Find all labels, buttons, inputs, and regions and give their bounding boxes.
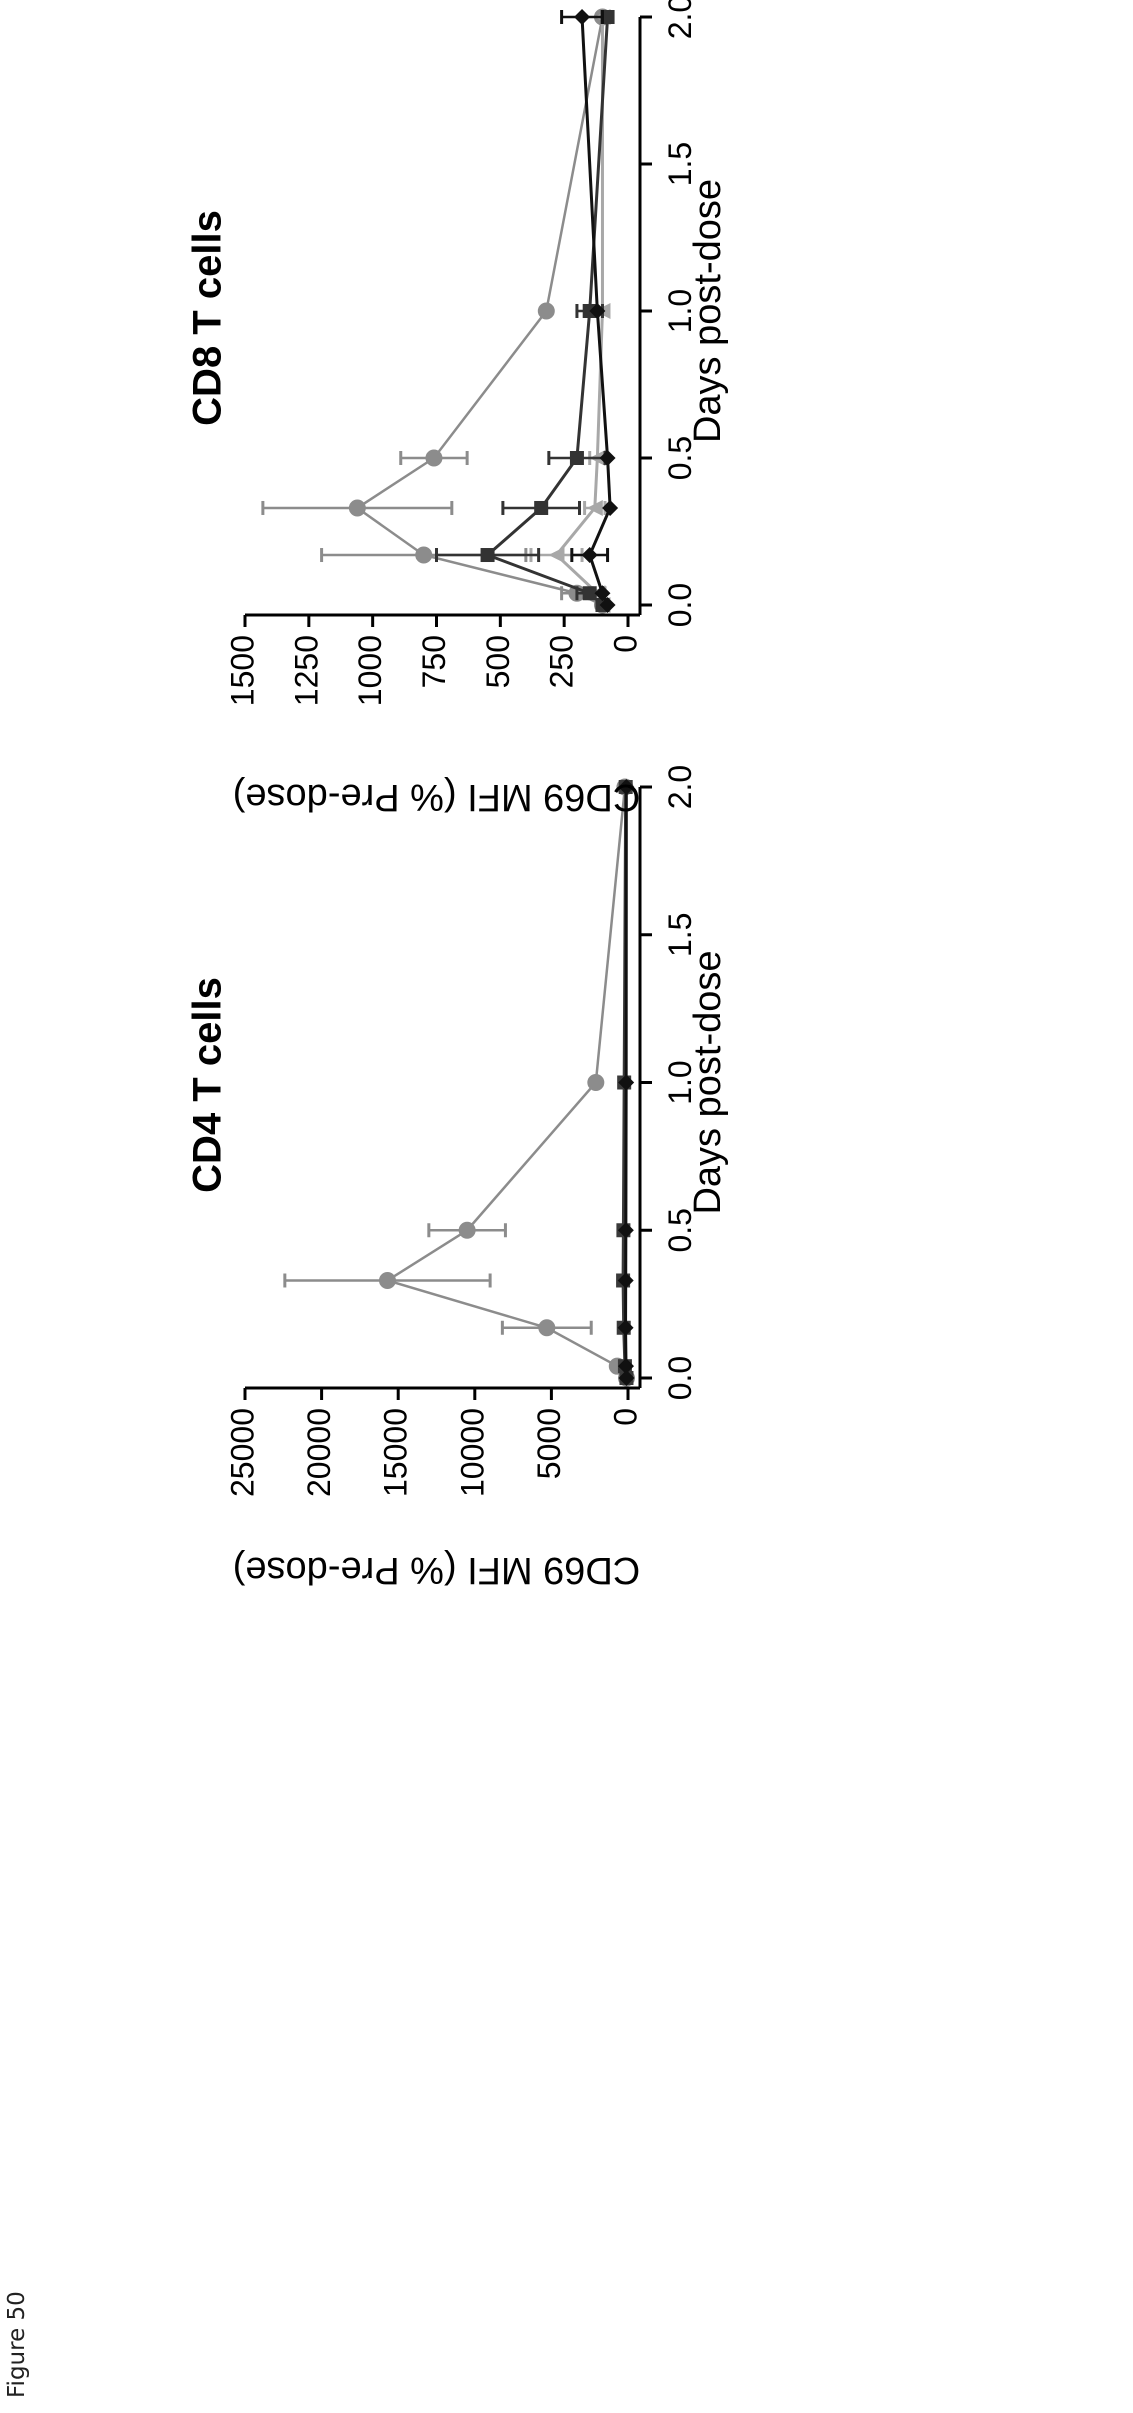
cd4-y-tick-label: 15000	[378, 1408, 414, 1497]
cd8-chart-panel: CD8 T cells Days post-dose CD69 MFI (% P…	[186, 0, 729, 818]
cd8-data-point	[549, 547, 565, 563]
cd4-y-axis-title: CD69 MFI (% Pre-dose)	[233, 1549, 641, 1591]
cd8-data-point	[534, 501, 548, 515]
cd8-y-axis-title: CD69 MFI (% Pre-dose)	[233, 776, 641, 818]
cd4-x-tick-label: 0.0	[662, 1356, 698, 1400]
cd8-chart-title: CD8 T cells	[186, 210, 230, 426]
cd8-data-point	[426, 450, 442, 466]
cd4-y-tick-label: 5000	[531, 1408, 567, 1479]
cd4-data-point	[379, 1272, 395, 1288]
cd8-x-tick-label: 0.0	[662, 583, 698, 627]
cd4-x-tick-label: 1.0	[662, 1060, 698, 1104]
cd8-x-tick-label: 1.5	[662, 142, 698, 186]
cd8-y-tick-label: 1000	[352, 635, 388, 706]
cd8-data-point	[570, 451, 584, 465]
cd8-data-point	[481, 548, 495, 562]
cd4-chart-title: CD4 T cells	[186, 977, 230, 1193]
cd8-y-tick-label: 0	[607, 635, 643, 653]
cd4-y-tick-label: 10000	[454, 1408, 490, 1497]
cd4-y-tick-label: 0	[607, 1408, 643, 1426]
cd8-y-tick-label: 500	[480, 635, 516, 688]
cd8-x-tick-label: 1.0	[662, 289, 698, 333]
cd8-data-point	[582, 547, 598, 563]
cd8-x-tick-label: 2.0	[662, 0, 698, 39]
cd8-data-point	[538, 303, 554, 319]
cd8-y-tick-label: 1250	[288, 635, 324, 706]
cd8-data-point	[416, 547, 432, 563]
cd8-data-point	[349, 500, 365, 516]
cd8-series-line	[357, 17, 602, 605]
cd8-data-point	[574, 9, 590, 25]
cd8-x-tick-label: 0.5	[662, 436, 698, 480]
cd4-x-tick-label: 1.5	[662, 913, 698, 957]
cd4-y-tick-label: 20000	[301, 1408, 337, 1497]
cd4-data-point	[588, 1075, 604, 1091]
cd8-y-tick-label: 750	[416, 635, 452, 688]
cd4-x-tick-label: 2.0	[662, 765, 698, 809]
cd8-y-tick-label: 250	[544, 635, 580, 688]
cd4-data-point	[539, 1320, 555, 1336]
cd8-y-tick-label: 1500	[224, 635, 260, 706]
cd4-x-tick-label: 0.5	[662, 1208, 698, 1252]
cd8-series-0	[263, 9, 611, 613]
cd4-chart-panel: CD4 T cells Days post-dose CD69 MFI (% P…	[186, 765, 729, 1591]
cd4-data-point	[459, 1222, 475, 1238]
cd4-y-tick-label: 25000	[224, 1408, 260, 1497]
cd4-series-2	[618, 779, 635, 1386]
cd4-series-0	[285, 779, 635, 1386]
